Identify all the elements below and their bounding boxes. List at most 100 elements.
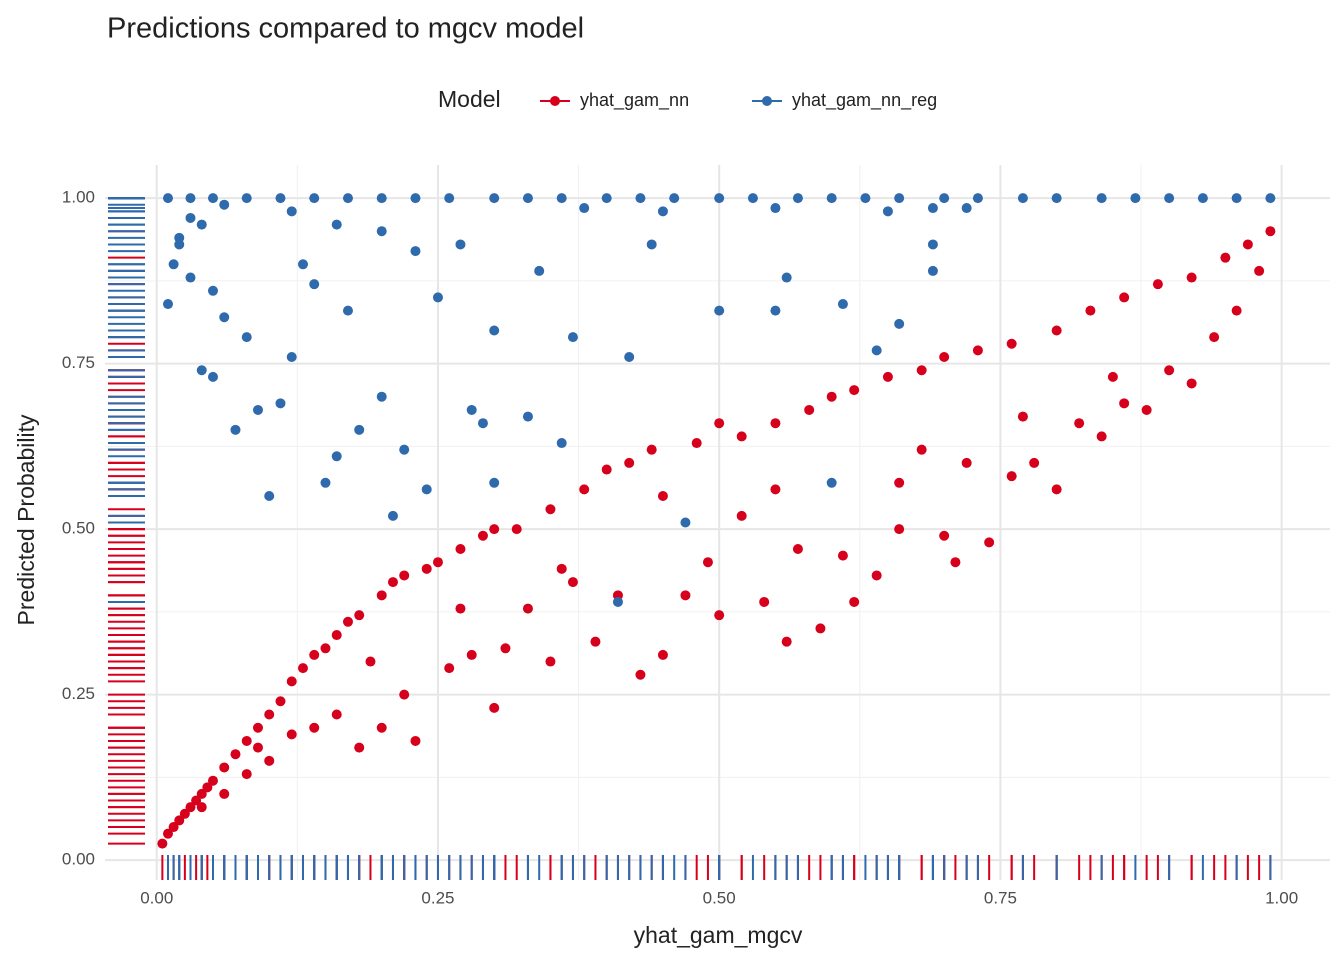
point [601, 464, 612, 475]
point [174, 232, 185, 243]
point [432, 557, 443, 568]
point [466, 649, 477, 660]
point [309, 193, 320, 204]
point [342, 616, 353, 627]
point [275, 696, 286, 707]
point [826, 477, 837, 488]
legend-key-point [550, 96, 560, 106]
point [657, 649, 668, 660]
point [264, 709, 275, 720]
point [579, 484, 590, 495]
point [826, 193, 837, 204]
point [1119, 292, 1130, 303]
point [657, 206, 668, 217]
point [511, 524, 522, 535]
point [792, 193, 803, 204]
point [455, 239, 466, 250]
point [567, 332, 578, 343]
point [320, 477, 331, 488]
point [1006, 338, 1017, 349]
x-tick-label: 1.00 [1265, 888, 1298, 907]
point [635, 669, 646, 680]
point [894, 477, 905, 488]
point [1096, 193, 1107, 204]
point [1107, 371, 1118, 382]
point [354, 610, 365, 621]
point [162, 193, 173, 204]
point [157, 838, 168, 849]
point [286, 676, 297, 687]
point [691, 438, 702, 449]
point [174, 815, 185, 826]
point [410, 735, 421, 746]
point [939, 193, 950, 204]
legend-label: yhat_gam_nn_reg [792, 90, 937, 111]
point [624, 457, 635, 468]
point [264, 755, 275, 766]
point [567, 577, 578, 588]
point [860, 193, 871, 204]
point [556, 193, 567, 204]
point [376, 391, 387, 402]
point [882, 371, 893, 382]
point [230, 749, 241, 760]
point [342, 305, 353, 316]
point [916, 444, 927, 455]
point [376, 193, 387, 204]
point [185, 272, 196, 283]
point [939, 351, 950, 362]
point [894, 193, 905, 204]
point [444, 193, 455, 204]
point [241, 735, 252, 746]
point [950, 557, 961, 568]
point [837, 550, 848, 561]
point [961, 203, 972, 214]
point [747, 193, 758, 204]
point [252, 404, 263, 415]
point [162, 828, 173, 839]
point [849, 385, 860, 396]
point [1209, 332, 1220, 343]
point [556, 438, 567, 449]
point [196, 365, 207, 376]
point [837, 299, 848, 310]
point [331, 709, 342, 720]
point [545, 656, 556, 667]
point [207, 775, 218, 786]
point [202, 782, 213, 793]
point [219, 312, 230, 323]
point [196, 788, 207, 799]
point [849, 596, 860, 607]
point [680, 517, 691, 528]
point [399, 689, 410, 700]
point [421, 484, 432, 495]
point [1254, 265, 1265, 276]
point [815, 623, 826, 634]
point [1186, 272, 1197, 283]
legend-key-point [762, 96, 772, 106]
point [984, 537, 995, 548]
point [230, 424, 241, 435]
point [489, 524, 500, 535]
point [376, 226, 387, 237]
point [871, 345, 882, 356]
point [1051, 325, 1062, 336]
point [770, 484, 781, 495]
point [387, 577, 398, 588]
point [421, 563, 432, 574]
point [1231, 305, 1242, 316]
point [1231, 193, 1242, 204]
y-axis-label: Predicted Probability [13, 414, 39, 625]
point [387, 510, 398, 521]
point [894, 524, 905, 535]
point [590, 636, 601, 647]
point [1051, 484, 1062, 495]
point [1164, 193, 1175, 204]
legend: Model yhat_gam_nn yhat_gam_nn_reg [438, 86, 937, 112]
point [191, 795, 202, 806]
point [1265, 193, 1276, 204]
point [1074, 418, 1085, 429]
x-tick-label: 0.75 [984, 888, 1017, 907]
point [927, 239, 938, 250]
